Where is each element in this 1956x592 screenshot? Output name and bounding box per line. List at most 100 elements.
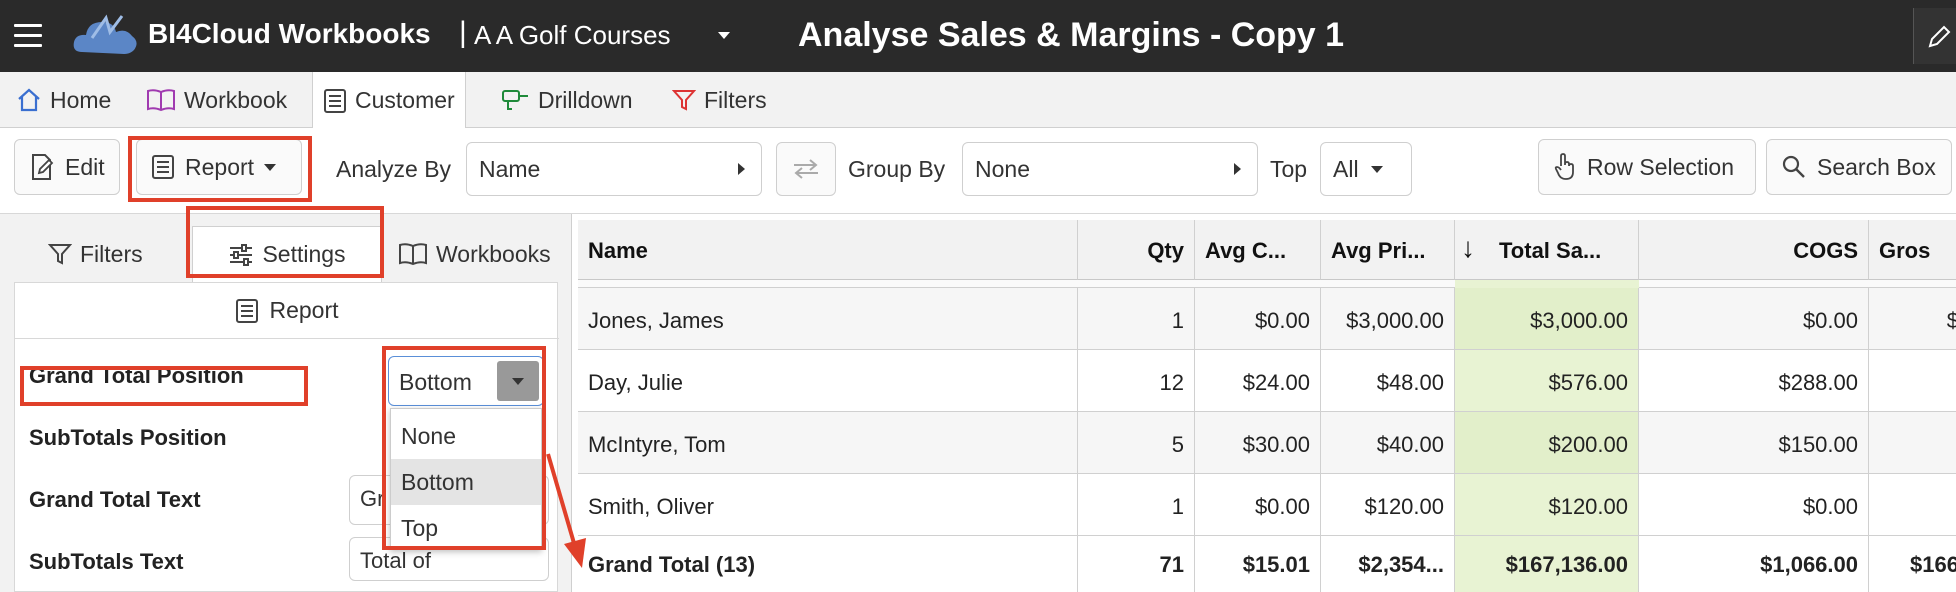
subtotals-text-label: SubTotals Text	[29, 549, 184, 574]
company-dropdown-icon[interactable]	[718, 32, 730, 39]
edit-button[interactable]: Edit	[14, 139, 120, 195]
column-header-avg-cost[interactable]: Avg C...	[1195, 220, 1321, 280]
row-name-cell[interactable]: McIntyre, Tom	[578, 412, 1078, 474]
panel-tab-settings[interactable]: Settings	[192, 226, 382, 282]
tab-filters-label: Filters	[704, 86, 767, 113]
grand-total-cell: Grand Total (13)	[578, 536, 1078, 592]
top-select[interactable]: All	[1320, 142, 1412, 196]
tab-filters[interactable]: Filters	[662, 72, 777, 128]
search-icon	[1782, 155, 1805, 178]
book-icon	[147, 89, 175, 112]
tab-workbook[interactable]: Workbook	[136, 72, 297, 128]
company-name[interactable]: A A Golf Courses	[474, 20, 671, 50]
pointer-hand-icon	[1554, 153, 1574, 180]
tab-drilldown[interactable]: Drilldown	[490, 72, 643, 128]
report-button[interactable]: Report	[136, 139, 302, 195]
list-icon	[324, 88, 346, 113]
option-top[interactable]: Top	[401, 515, 439, 541]
row-value-cell: $	[1869, 288, 1956, 350]
row-value-cell: 1	[1078, 288, 1195, 350]
row-value-cell: $0.00	[1639, 288, 1869, 350]
grand-total-text-label: Grand Total Text	[29, 487, 201, 512]
column-header-qty[interactable]: Qty	[1078, 220, 1195, 280]
column-header-avg-price[interactable]: Avg Pri...	[1321, 220, 1455, 280]
grand-total-position-options: None Bottom Top	[390, 408, 542, 550]
row-value-cell: $150.00	[1639, 412, 1869, 474]
row-value-cell	[1869, 412, 1956, 474]
row-value-cell: $0.00	[1195, 288, 1321, 350]
filter-icon	[48, 244, 72, 265]
grand-total-position-select[interactable]: Bottom	[388, 356, 544, 406]
group-by-select[interactable]: None	[962, 142, 1258, 196]
column-header-name[interactable]: Name	[578, 220, 1078, 280]
row-name-cell[interactable]: Jones, James	[578, 288, 1078, 350]
grand-total-cell: $167,136.00	[1455, 536, 1639, 592]
column-header-total-sales[interactable]: ↓ Total Sa...	[1455, 220, 1639, 280]
grand-total-position-value: Bottom	[399, 369, 472, 395]
row-name-cell[interactable]: Day, Julie	[578, 350, 1078, 412]
bi4cloud-logo-icon	[70, 12, 142, 58]
subtotals-position-label: SubTotals Position	[29, 425, 227, 450]
option-none[interactable]: None	[401, 423, 456, 449]
tab-customer[interactable]: Customer	[312, 72, 466, 129]
top-value: All	[1333, 155, 1359, 182]
drill-icon	[502, 90, 528, 110]
row-value-cell: $120.00	[1455, 474, 1639, 536]
row-selection-button[interactable]: Row Selection	[1538, 139, 1756, 195]
column-header-total-sales-label: Total Sa...	[1499, 238, 1602, 263]
partial-row	[578, 280, 1956, 288]
tab-home[interactable]: Home	[6, 72, 121, 128]
column-header-gross[interactable]: Gros	[1869, 220, 1956, 280]
report-section-title: Report	[269, 297, 339, 323]
row-name-cell[interactable]: Smith, Oliver	[578, 474, 1078, 536]
row-value-cell	[1869, 350, 1956, 412]
row-value-cell: $288.00	[1639, 350, 1869, 412]
group-by-value: None	[975, 155, 1030, 182]
report-dropdown-icon	[264, 163, 277, 171]
chevron-right-icon	[738, 163, 745, 175]
tab-workbook-label: Workbook	[184, 86, 288, 113]
row-value-cell: $3,000.00	[1455, 288, 1639, 350]
partial-row-highlight	[1455, 280, 1639, 288]
swap-button[interactable]	[776, 142, 836, 196]
panel-tab-filters[interactable]: Filters	[38, 226, 153, 282]
top-label: Top	[1270, 156, 1308, 182]
toolbar: Edit Report Analyze By Name Group By Non…	[0, 128, 1956, 214]
search-box-label: Search Box	[1817, 153, 1936, 180]
row-value-cell: 12	[1078, 350, 1195, 412]
row-value-cell: $0.00	[1195, 474, 1321, 536]
swap-arrows-icon	[794, 159, 818, 179]
grand-total-cell: $2,354...	[1321, 536, 1455, 592]
annotation-arrow-icon	[546, 453, 586, 568]
column-header-cogs[interactable]: COGS	[1639, 220, 1869, 280]
dropdown-toggle-button[interactable]	[497, 361, 539, 401]
grand-total-cell: $1,066.00	[1639, 536, 1869, 592]
row-value-cell: $576.00	[1455, 350, 1639, 412]
group-by-label: Group By	[848, 156, 946, 182]
row-value-cell: $0.00	[1639, 474, 1869, 536]
panel-tab-filters-label: Filters	[80, 240, 143, 267]
edit-title-button[interactable]	[1913, 8, 1956, 64]
row-value-cell: $120.00	[1321, 474, 1455, 536]
hamburger-menu-icon[interactable]	[14, 24, 42, 48]
row-value-cell: $40.00	[1321, 412, 1455, 474]
search-box-button[interactable]: Search Box	[1766, 139, 1952, 195]
filter-icon	[672, 90, 696, 111]
grand-total-position-label: Grand Total Position	[29, 363, 244, 388]
analyze-by-select[interactable]: Name	[466, 142, 762, 196]
sliders-icon	[230, 243, 253, 266]
brand-name: BI4Cloud Workbooks	[148, 18, 431, 49]
option-bottom[interactable]: Bottom	[391, 459, 541, 505]
row-value-cell: 5	[1078, 412, 1195, 474]
row-value-cell: 1	[1078, 474, 1195, 536]
tab-customer-label: Customer	[355, 87, 455, 113]
row-value-cell	[1869, 474, 1956, 536]
panel-tab-workbooks-label: Workbooks	[436, 240, 551, 267]
edit-doc-icon	[32, 154, 54, 180]
panel-tab-workbooks[interactable]: Workbooks	[388, 226, 561, 282]
row-value-cell: $24.00	[1195, 350, 1321, 412]
grid-rows: Jones, James 1 $0.00 $3,000.00 $3,000.00 $0.0…	[578, 220, 1956, 592]
chevron-right-icon	[1234, 163, 1241, 175]
book-icon	[399, 243, 427, 266]
pencil-icon	[1928, 25, 1951, 48]
